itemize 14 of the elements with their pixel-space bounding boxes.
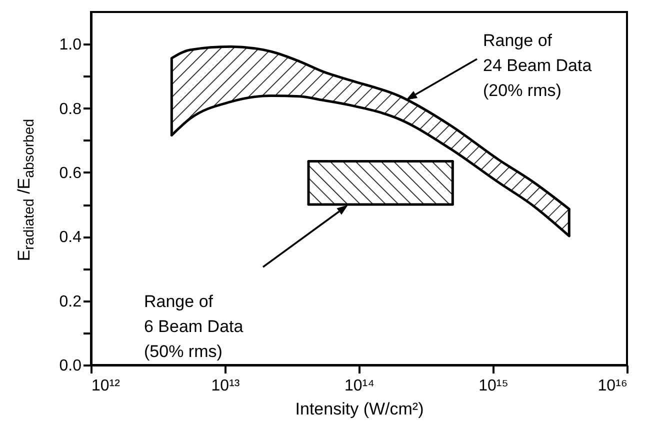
y-tick-label: 0.8 <box>59 100 82 118</box>
y-tick-label: 0.4 <box>59 229 82 246</box>
x-tick-label: 10¹⁵ <box>478 378 508 394</box>
x-tick-label: 10¹³ <box>211 378 240 394</box>
x-axis-title: Intensity (W/cm²) <box>295 400 424 418</box>
y-tick-label: 0.0 <box>59 358 82 374</box>
x-tick-label: 10¹² <box>92 378 121 394</box>
annotation: Range of 24 Beam Data (20% rms) <box>483 30 592 102</box>
y-tick-label: 1.0 <box>59 36 82 54</box>
y-tick-label: 0.6 <box>59 164 82 182</box>
x-tick-label: 10¹⁶ <box>598 378 628 394</box>
y-tick-label: 0.2 <box>59 293 82 310</box>
x-tick-label: 10¹⁴ <box>344 378 375 394</box>
annotation: Range of 6 Beam Data (50% rms) <box>144 291 244 363</box>
